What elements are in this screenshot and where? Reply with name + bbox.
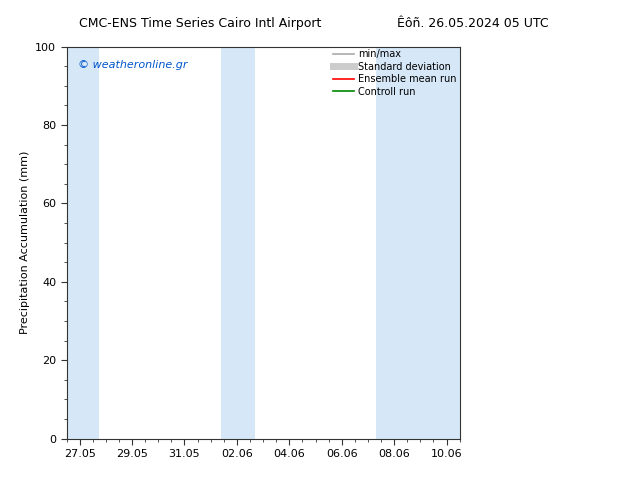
Text: © weatheronline.gr: © weatheronline.gr bbox=[79, 60, 188, 70]
Text: Êôñ. 26.05.2024 05 UTC: Êôñ. 26.05.2024 05 UTC bbox=[396, 17, 548, 30]
Bar bbox=[376, 47, 460, 439]
Bar bbox=[221, 47, 256, 439]
Bar bbox=[67, 47, 100, 439]
Text: CMC-ENS Time Series Cairo Intl Airport: CMC-ENS Time Series Cairo Intl Airport bbox=[79, 17, 321, 30]
Legend: min/max, Standard deviation, Ensemble mean run, Controll run: min/max, Standard deviation, Ensemble me… bbox=[333, 49, 456, 97]
Y-axis label: Precipitation Accumulation (mm): Precipitation Accumulation (mm) bbox=[20, 151, 30, 334]
